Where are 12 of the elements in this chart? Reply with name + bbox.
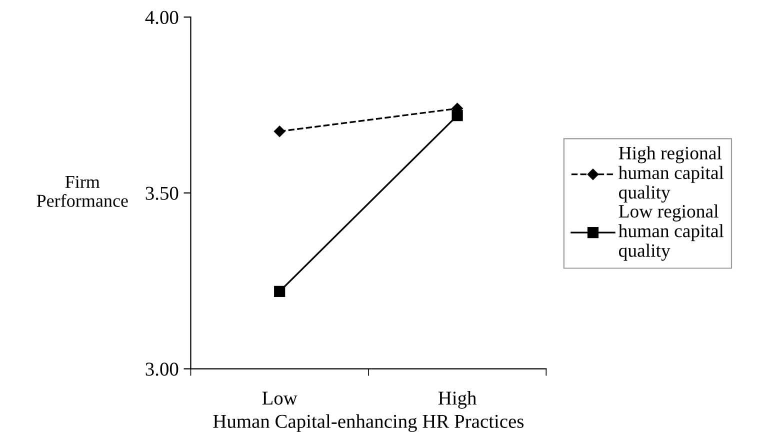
x-tick-label: High xyxy=(438,391,476,409)
point xyxy=(274,286,286,297)
point xyxy=(274,126,286,137)
x-tick-label: Low xyxy=(262,392,298,405)
point xyxy=(452,110,463,122)
y-axis-title: Firm Performance xyxy=(36,176,128,207)
y-tick-label: 4.00 xyxy=(145,10,178,24)
y-tick-label: 3.00 xyxy=(146,362,178,376)
x-axis-title: Human Capital-enhancing HR Practices xyxy=(213,414,524,432)
legend-label: High regional human capital quality xyxy=(618,146,724,203)
y-tick-label: 3.50 xyxy=(146,186,178,200)
legend-label: Low regional human capital quality xyxy=(618,204,724,261)
